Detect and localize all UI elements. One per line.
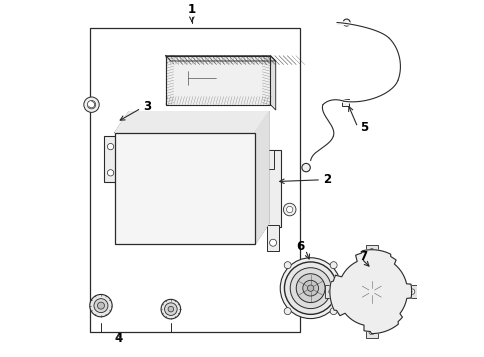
Circle shape [368,289,374,295]
Polygon shape [165,56,270,105]
Circle shape [87,100,95,109]
Circle shape [191,194,196,199]
Bar [174,223,192,237]
Bar [198,223,216,237]
Circle shape [191,174,196,179]
Bar [265,150,280,227]
Circle shape [191,184,196,189]
Circle shape [200,165,205,169]
Circle shape [408,289,414,295]
Text: 3: 3 [143,100,151,113]
Circle shape [269,239,276,246]
Circle shape [220,165,225,169]
Circle shape [343,19,349,26]
Circle shape [191,203,196,208]
Polygon shape [254,112,268,245]
Bar [125,223,143,237]
Circle shape [240,222,247,229]
Bar [254,150,273,169]
Circle shape [354,275,388,309]
Circle shape [168,306,173,312]
Circle shape [90,295,112,317]
Text: 6: 6 [295,240,303,253]
Circle shape [328,289,334,295]
Circle shape [280,258,340,318]
Circle shape [230,184,235,189]
Circle shape [230,165,235,169]
Circle shape [210,165,215,169]
Circle shape [220,203,225,208]
Circle shape [258,154,265,161]
Bar [104,136,117,182]
Circle shape [210,184,215,189]
Circle shape [302,280,318,296]
Bar [405,285,417,298]
Circle shape [191,165,196,169]
Circle shape [284,262,336,315]
Text: 7: 7 [359,250,367,263]
Bar [91,28,300,332]
Circle shape [283,203,295,216]
Circle shape [119,221,128,230]
Circle shape [230,203,235,208]
Bar [365,245,378,258]
Polygon shape [165,56,275,61]
Bar [341,100,348,106]
Circle shape [220,174,225,179]
Circle shape [347,267,395,316]
Circle shape [296,274,324,303]
Polygon shape [270,56,275,110]
Polygon shape [329,250,411,333]
Circle shape [301,164,310,172]
Circle shape [289,268,331,308]
Circle shape [307,285,313,291]
Circle shape [220,184,225,189]
Circle shape [210,194,215,199]
Polygon shape [115,112,268,133]
Circle shape [210,203,215,208]
Circle shape [368,329,374,335]
Circle shape [348,269,393,315]
Bar [266,225,279,251]
Bar [118,139,251,145]
Bar [150,223,167,237]
Circle shape [360,280,382,303]
Circle shape [284,262,290,269]
Circle shape [284,308,290,315]
Bar [325,285,337,298]
Circle shape [84,97,99,112]
Circle shape [330,308,336,315]
Text: 1: 1 [187,2,196,16]
Circle shape [161,299,180,319]
Circle shape [97,302,104,309]
Circle shape [368,249,374,254]
Circle shape [230,174,235,179]
Circle shape [200,194,205,199]
Bar [117,138,123,150]
Circle shape [200,174,205,179]
Circle shape [107,170,113,176]
Circle shape [107,144,113,150]
Circle shape [330,262,336,269]
Circle shape [94,299,108,313]
Bar [365,326,378,338]
Text: 4: 4 [114,332,122,345]
Circle shape [365,285,378,298]
Circle shape [230,194,235,199]
Bar [123,155,183,206]
Bar [174,65,261,96]
Circle shape [286,206,292,213]
Bar [120,152,186,210]
Bar [115,133,254,245]
Circle shape [210,174,215,179]
Text: 5: 5 [359,121,367,134]
Circle shape [200,203,205,208]
Circle shape [200,184,205,189]
Circle shape [164,303,177,316]
Text: 2: 2 [322,173,330,186]
Circle shape [220,194,225,199]
